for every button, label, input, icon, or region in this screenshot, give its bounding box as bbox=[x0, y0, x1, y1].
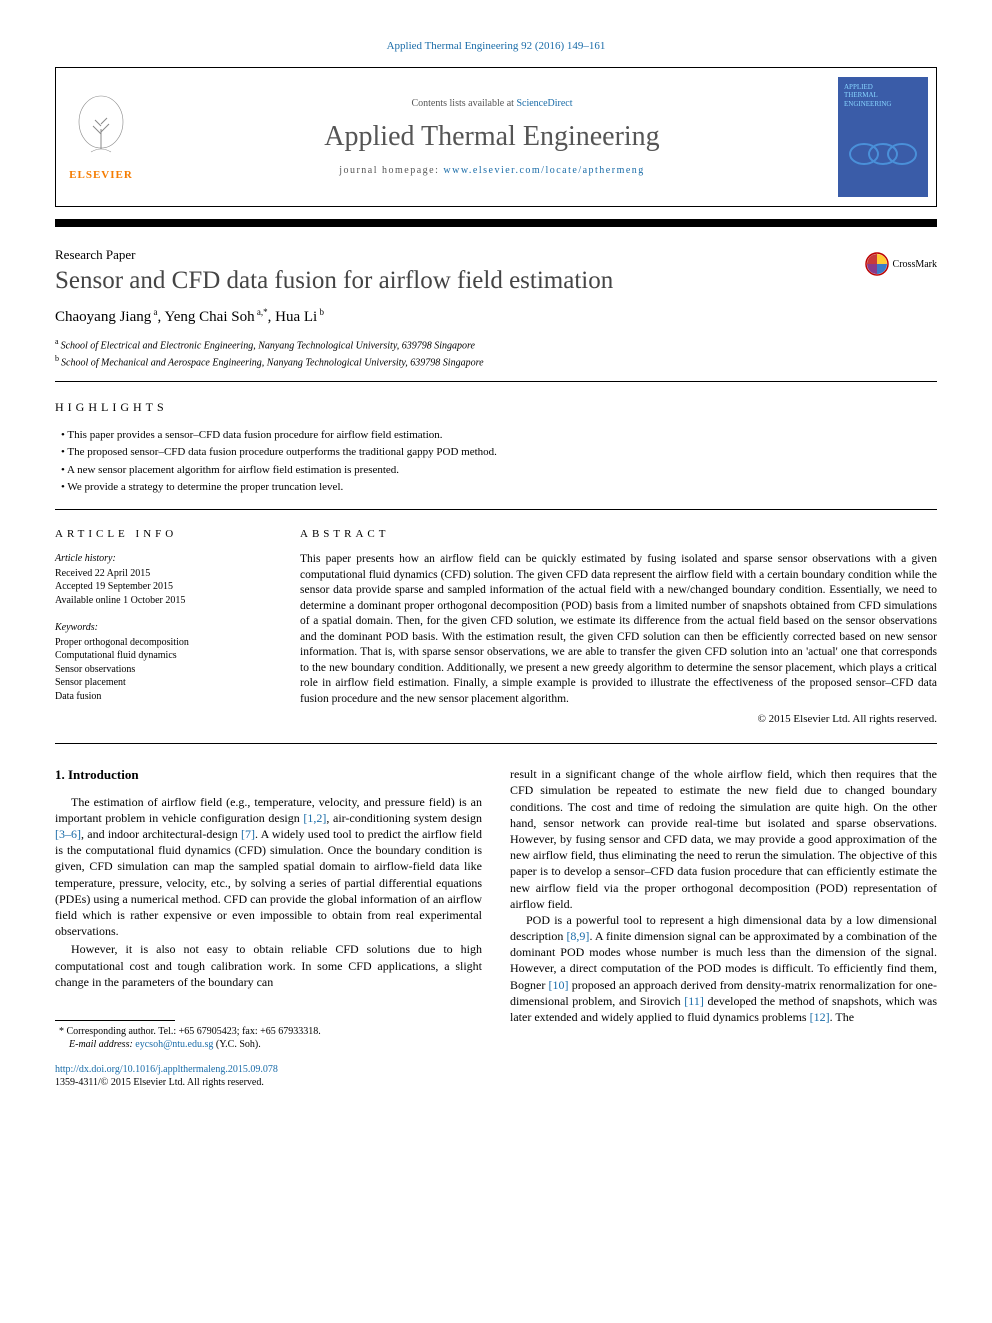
abstract: ABSTRACT This paper presents how an airf… bbox=[300, 528, 937, 725]
crossmark-badge[interactable]: CrossMark bbox=[865, 252, 937, 276]
keyword: Data fusion bbox=[55, 690, 270, 704]
crossmark-icon bbox=[865, 252, 889, 276]
keyword: Proper orthogonal decomposition bbox=[55, 636, 270, 650]
body-paragraph: However, it is also not easy to obtain r… bbox=[55, 941, 482, 990]
history-block: Article history: Received 22 April 2015A… bbox=[55, 552, 270, 607]
journal-name: Applied Thermal Engineering bbox=[156, 121, 828, 153]
corresponding-text: Corresponding author. Tel.: +65 67905423… bbox=[67, 1026, 321, 1037]
history-header: Article history: bbox=[55, 552, 270, 566]
keyword: Sensor placement bbox=[55, 676, 270, 690]
body-paragraph: POD is a powerful tool to represent a hi… bbox=[510, 912, 937, 1025]
header-black-bar bbox=[55, 219, 937, 227]
citation-link[interactable]: [10] bbox=[549, 978, 569, 992]
keywords-header: Keywords: bbox=[55, 621, 270, 635]
highlight-item: A new sensor placement algorithm for air… bbox=[73, 462, 937, 480]
elsevier-tree-icon bbox=[71, 94, 131, 164]
author-affiliation-marker: a,* bbox=[255, 307, 268, 317]
article-info-header: ARTICLE INFO bbox=[55, 528, 270, 540]
intro-heading: 1. Introduction bbox=[55, 766, 482, 784]
highlights-header: HIGHLIGHTS bbox=[55, 400, 937, 415]
author: Yeng Chai Soh bbox=[164, 309, 254, 325]
info-abstract-row: ARTICLE INFO Article history: Received 2… bbox=[55, 510, 937, 743]
cover-line-2: ENGINEERING bbox=[844, 100, 922, 108]
email-link[interactable]: eycsoh@ntu.edu.sg bbox=[135, 1039, 213, 1050]
affiliations: a School of Electrical and Electronic En… bbox=[55, 336, 937, 371]
contents-line: Contents lists available at ScienceDirec… bbox=[156, 98, 828, 109]
body-col-right: result in a significant change of the wh… bbox=[510, 766, 937, 1089]
sciencedirect-link[interactable]: ScienceDirect bbox=[516, 98, 572, 109]
authors: Chaoyang Jiang a, Yeng Chai Soh a,*, Hua… bbox=[55, 307, 937, 326]
highlight-item: We provide a strategy to determine the p… bbox=[73, 479, 937, 497]
homepage-prefix: journal homepage: bbox=[339, 165, 443, 176]
footnote-rule bbox=[55, 1020, 175, 1021]
doi-block: http://dx.doi.org/10.1016/j.applthermale… bbox=[55, 1063, 482, 1089]
corresponding-footnote: * Corresponding author. Tel.: +65 679054… bbox=[55, 1025, 482, 1051]
homepage-link[interactable]: www.elsevier.com/locate/apthermeng bbox=[443, 165, 644, 176]
citation-link[interactable]: [8,9] bbox=[566, 929, 589, 943]
keywords-block: Keywords: Proper orthogonal decompositio… bbox=[55, 621, 270, 703]
highlight-item: This paper provides a sensor–CFD data fu… bbox=[73, 427, 937, 445]
history-line: Received 22 April 2015 bbox=[55, 567, 270, 581]
highlight-item: The proposed sensor–CFD data fusion proc… bbox=[73, 444, 937, 462]
footer: * Corresponding author. Tel.: +65 679054… bbox=[55, 1020, 482, 1089]
highlights-list: This paper provides a sensor–CFD data fu… bbox=[55, 427, 937, 497]
header-center: Contents lists available at ScienceDirec… bbox=[146, 88, 838, 186]
paper-type: Research Paper bbox=[55, 247, 937, 263]
affiliation-line: b School of Mechanical and Aerospace Eng… bbox=[55, 353, 937, 370]
cover-line-1: THERMAL bbox=[844, 91, 922, 99]
citation-link[interactable]: [12] bbox=[810, 1010, 830, 1024]
highlights-section: HIGHLIGHTS This paper provides a sensor–… bbox=[55, 382, 937, 509]
author: Chaoyang Jiang bbox=[55, 309, 151, 325]
paper-title: Sensor and CFD data fusion for airflow f… bbox=[55, 267, 937, 295]
citation-link[interactable]: [11] bbox=[684, 994, 704, 1008]
citation-link[interactable]: [1,2] bbox=[303, 811, 326, 825]
body-paragraph: result in a significant change of the wh… bbox=[510, 766, 937, 912]
journal-cover: APPLIED THERMAL ENGINEERING bbox=[838, 77, 928, 197]
body-col-left: 1. Introduction The estimation of airflo… bbox=[55, 766, 482, 1089]
body-columns: 1. Introduction The estimation of airflo… bbox=[55, 766, 937, 1089]
journal-reference: Applied Thermal Engineering 92 (2016) 14… bbox=[55, 40, 937, 52]
keyword: Computational fluid dynamics bbox=[55, 649, 270, 663]
footnote-star: * bbox=[59, 1026, 64, 1037]
abstract-header: ABSTRACT bbox=[300, 528, 937, 540]
citation-link[interactable]: [3–6] bbox=[55, 827, 81, 841]
affiliation-line: a School of Electrical and Electronic En… bbox=[55, 336, 937, 353]
author: Hua Li bbox=[275, 309, 317, 325]
author-affiliation-marker: a bbox=[151, 307, 157, 317]
abstract-text: This paper presents how an airflow field… bbox=[300, 552, 937, 707]
body-paragraph: The estimation of airflow field (e.g., t… bbox=[55, 794, 482, 940]
email-suffix: (Y.C. Soh). bbox=[216, 1039, 261, 1050]
abstract-copyright: © 2015 Elsevier Ltd. All rights reserved… bbox=[300, 713, 937, 725]
article-info: ARTICLE INFO Article history: Received 2… bbox=[55, 528, 270, 725]
doi-link[interactable]: http://dx.doi.org/10.1016/j.applthermale… bbox=[55, 1064, 278, 1075]
rule-3 bbox=[55, 743, 937, 744]
crossmark-label: CrossMark bbox=[893, 259, 937, 270]
cover-line-0: APPLIED bbox=[844, 83, 922, 91]
journal-header-box: ELSEVIER Contents lists available at Sci… bbox=[55, 67, 937, 207]
keyword: Sensor observations bbox=[55, 663, 270, 677]
author-affiliation-marker: b bbox=[317, 307, 324, 317]
elsevier-logo: ELSEVIER bbox=[56, 68, 146, 206]
history-line: Available online 1 October 2015 bbox=[55, 594, 270, 608]
citation-link[interactable]: [7] bbox=[241, 827, 255, 841]
journal-homepage: journal homepage: www.elsevier.com/locat… bbox=[156, 165, 828, 176]
history-line: Accepted 19 September 2015 bbox=[55, 580, 270, 594]
contents-prefix: Contents lists available at bbox=[411, 98, 516, 109]
issn-copyright: 1359-4311/© 2015 Elsevier Ltd. All right… bbox=[55, 1077, 264, 1088]
email-label: E-mail address: bbox=[69, 1039, 133, 1050]
elsevier-text: ELSEVIER bbox=[69, 169, 133, 181]
